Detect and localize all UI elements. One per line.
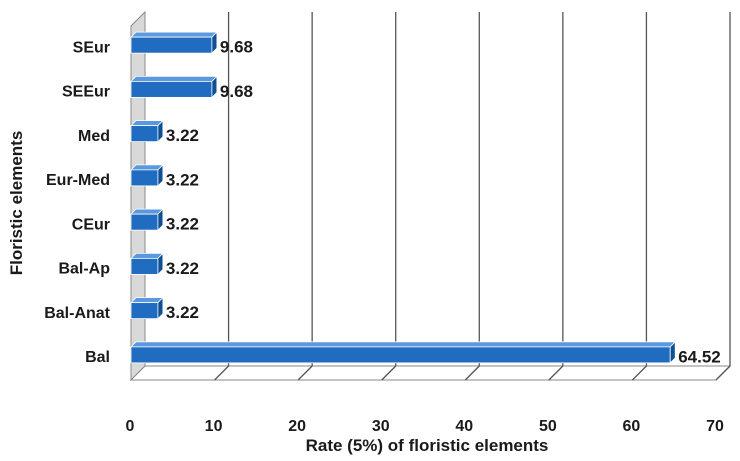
bar-group: 9.68 <box>130 75 253 101</box>
bar <box>130 169 159 187</box>
bar-end <box>157 252 164 276</box>
bar <box>130 125 159 143</box>
data-label: 64.52 <box>678 347 721 366</box>
gridline-floor <box>715 365 731 381</box>
gridline-floor <box>381 365 397 381</box>
x-axis-title: Rate (5%) of floristic elements <box>306 436 549 455</box>
category-labels: SEur SEEur Med Eur-Med CEur Bal-Ap Bal-Anat Bal <box>44 39 110 366</box>
side-wall <box>130 10 146 382</box>
category-label: SEur <box>73 39 110 56</box>
category-label: Bal-Anat <box>44 305 110 322</box>
x-tick-label: 10 <box>205 418 223 435</box>
x-tick-label: 70 <box>706 418 724 435</box>
bar-group: 9.68 <box>130 31 253 57</box>
bar-end <box>157 119 164 143</box>
bar-group: 3.22 <box>130 208 199 234</box>
x-tick-label: 40 <box>455 418 473 435</box>
bar <box>130 80 213 98</box>
bar-end <box>157 163 164 187</box>
data-label: 3.22 <box>166 303 199 322</box>
x-tick-label: 0 <box>126 418 135 435</box>
data-label: 3.22 <box>166 215 199 234</box>
data-label: 9.68 <box>220 82 253 101</box>
gridlines <box>214 12 731 381</box>
bar-end <box>157 296 164 320</box>
category-label: Bal <box>85 349 110 366</box>
bar-end <box>669 340 676 364</box>
bar-group: 3.22 <box>130 119 199 145</box>
gridline-floor <box>548 365 564 381</box>
bar-end <box>211 31 218 55</box>
x-tick-label: 30 <box>372 418 390 435</box>
bar-group: 64.52 <box>130 340 721 366</box>
bar-end <box>157 208 164 232</box>
category-label: CEur <box>72 216 110 233</box>
x-tick-label: 50 <box>539 418 557 435</box>
chart-walls <box>129 10 732 382</box>
gridline-floor <box>631 365 647 381</box>
bar-end <box>211 75 218 99</box>
bars: 9.68 9.68 3.22 3.22 3.22 3.22 3.22 64.52 <box>130 31 721 366</box>
category-label: Bal-Ap <box>58 261 110 278</box>
bar-top <box>130 75 218 82</box>
bar-group: 3.22 <box>130 296 199 322</box>
bar <box>130 213 159 231</box>
x-tick-label: 60 <box>623 418 641 435</box>
gridline-floor <box>297 365 313 381</box>
bar <box>130 302 159 320</box>
x-tick-label: 20 <box>288 418 306 435</box>
bar-top <box>130 341 677 348</box>
x-tick-labels: 0 10 20 30 40 50 60 70 <box>126 418 724 435</box>
category-label: SEEur <box>62 84 110 101</box>
data-label: 9.68 <box>220 38 253 57</box>
data-label: 3.22 <box>166 126 199 145</box>
data-label: 3.22 <box>166 170 199 189</box>
bar-group: 3.22 <box>130 252 199 278</box>
bar <box>130 346 671 364</box>
category-label: Med <box>78 128 110 145</box>
data-label: 3.22 <box>166 259 199 278</box>
bar <box>130 36 213 54</box>
bar-group: 3.22 <box>130 163 199 189</box>
y-axis-title: Floristic elements <box>7 131 26 276</box>
bar-top <box>130 31 218 38</box>
gridline-floor <box>214 365 230 381</box>
gridline-floor <box>464 365 480 381</box>
bar <box>130 257 159 275</box>
category-label: Eur-Med <box>46 172 110 189</box>
